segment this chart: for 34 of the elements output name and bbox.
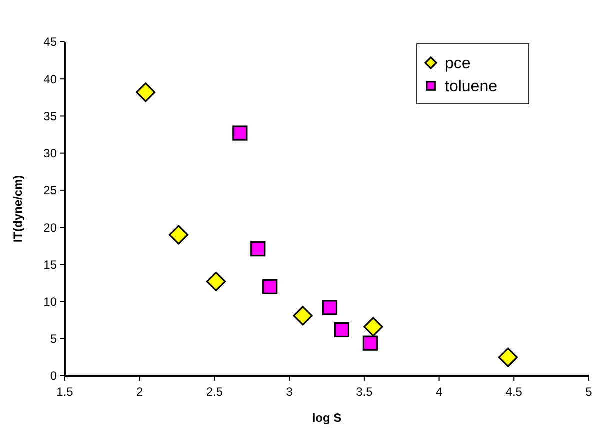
point [498,348,518,368]
legend-label: pce [445,56,471,73]
point [232,126,248,141]
y-axis-title: IT(dyne/cm) [11,175,25,243]
point [250,242,266,257]
y-tick-label: 30 [44,146,58,161]
point [364,317,384,337]
point [322,300,338,316]
point [168,225,189,245]
legend-label: toluene [445,78,498,96]
y-tick-label: 5 [50,332,58,346]
point [293,306,313,326]
x-tick-label: 3 [286,385,294,399]
x-tick-label: 1.5 [56,385,74,399]
point [362,336,378,351]
point [136,82,156,102]
point [206,272,226,292]
x-tick-label: 4 [436,385,443,399]
x-tick-label: 2.5 [206,385,224,399]
x-tick-label: 3.5 [356,385,374,399]
x-axis-title: log S [312,411,342,425]
y-tick-label: 0 [50,369,58,384]
x-tick-label: 2 [136,385,144,399]
y-tick-label: 20 [44,220,58,235]
point [262,279,278,294]
x-tick-label: 5 [586,385,593,399]
y-tick-label: 25 [44,184,58,198]
y-tick-label: 45 [44,35,58,50]
point [334,322,350,338]
y-tick-label: 40 [44,72,58,86]
y-tick-label: 15 [44,258,58,272]
x-tick-label: 4.5 [506,385,523,399]
y-tick-label: 35 [44,109,58,124]
y-tick-label: 10 [44,294,58,309]
